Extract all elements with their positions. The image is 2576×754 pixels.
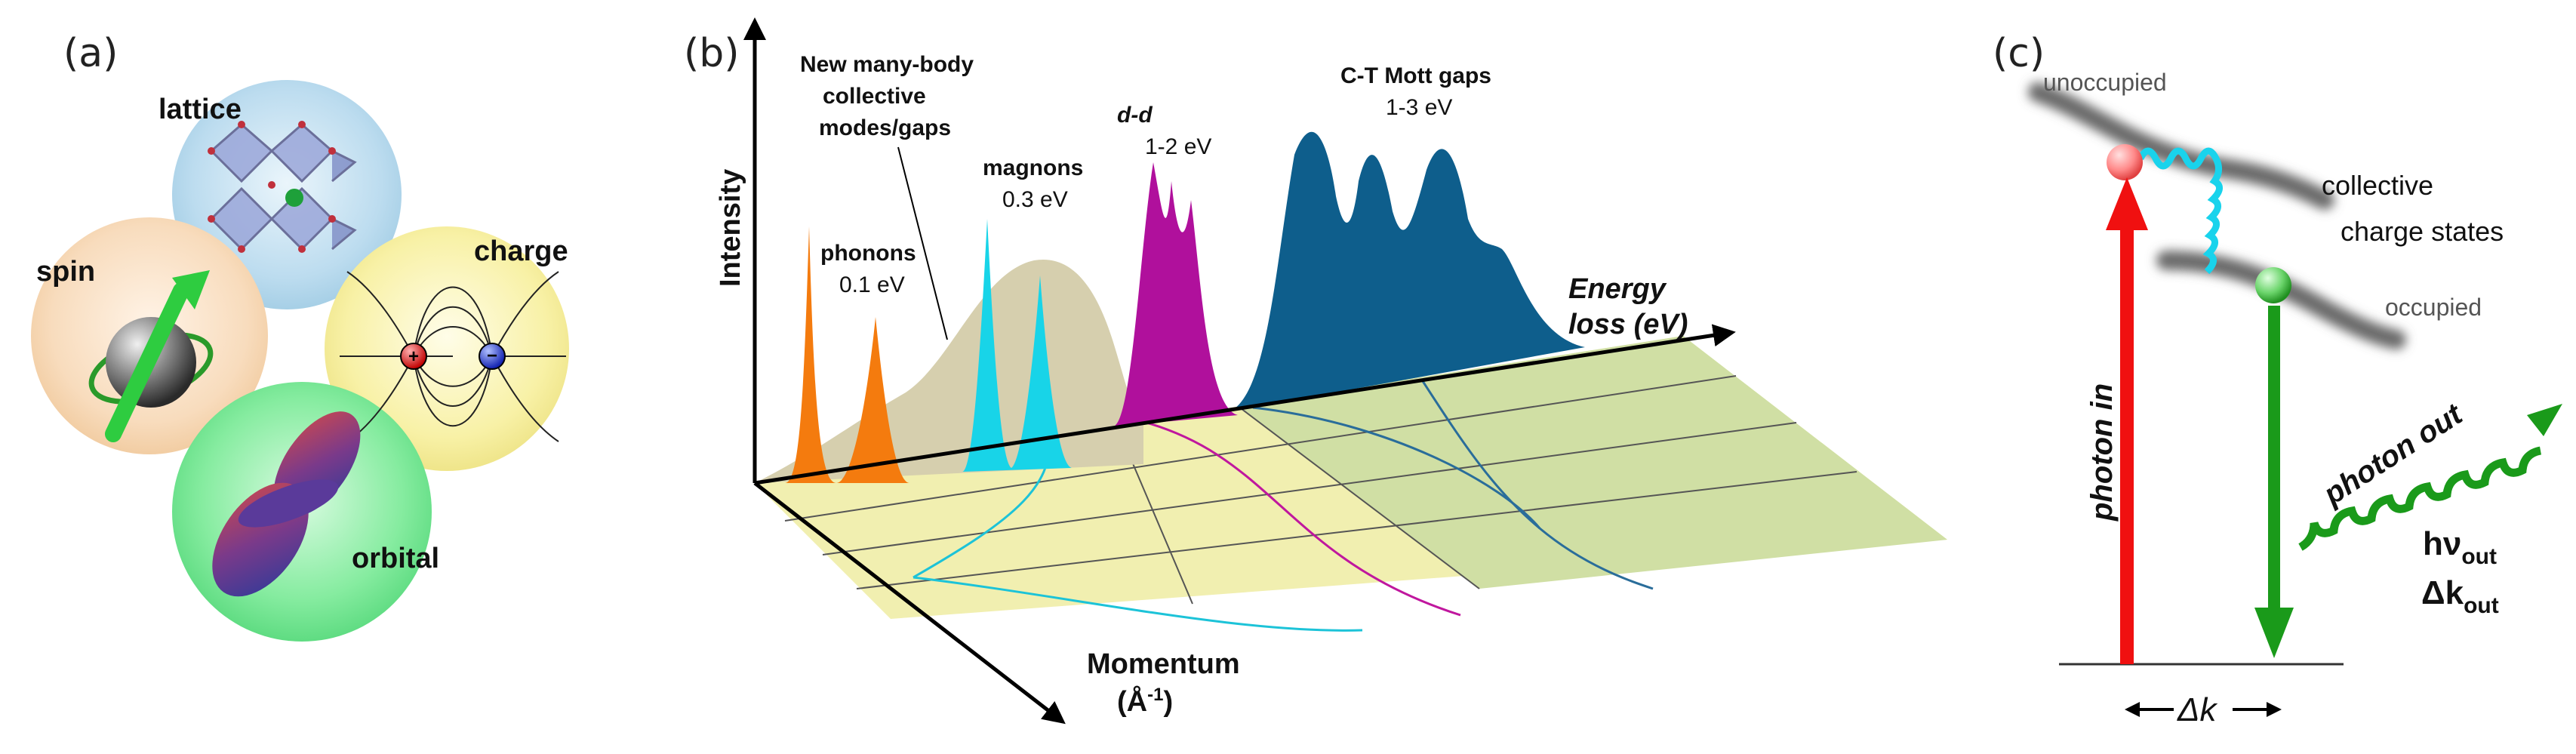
magnons-label: magnons xyxy=(983,155,1083,180)
spin-arrow-icon xyxy=(105,270,210,442)
delta-k-label: Δk xyxy=(2177,691,2218,728)
lattice-atoms xyxy=(208,121,336,253)
many-body-label-3: modes/gaps xyxy=(819,115,951,140)
many-body-pointer xyxy=(897,146,948,340)
spin-label: spin xyxy=(36,256,95,288)
energy-axis-label-1: Energy xyxy=(1568,273,1667,305)
intensity-axis-label: Intensity xyxy=(715,169,746,287)
energy-axis-label-2: loss (eV) xyxy=(1568,309,1688,340)
panel-a-label: (a) xyxy=(63,31,118,76)
panel-c-label: (c) xyxy=(1993,31,2045,76)
unoccupied-band xyxy=(2028,82,2334,210)
momentum-axis-label: Momentum xyxy=(1087,648,1240,680)
momentum-floor-right xyxy=(1238,336,1947,589)
unoccupied-label: unoccupied xyxy=(2043,69,2167,96)
phonon-peaks xyxy=(785,226,909,483)
ct-peaks xyxy=(1230,131,1585,411)
dd-peaks xyxy=(1113,162,1238,426)
charge-sphere xyxy=(325,226,569,471)
panel-b: (b) xyxy=(684,17,1947,725)
charge-label: charge xyxy=(474,235,568,267)
negative-charge-icon xyxy=(479,343,506,370)
momentum-unit-label: (Å-1) xyxy=(1117,685,1173,718)
axes xyxy=(743,17,1736,725)
photon-in-arrow-icon xyxy=(2106,177,2148,664)
hv-out-label: hνout xyxy=(2423,525,2497,569)
photon-out-wave-icon xyxy=(2298,404,2562,551)
occupied-state-dot xyxy=(2255,267,2291,303)
collective-label-1: collective xyxy=(2322,170,2433,201)
svg-text:+: + xyxy=(408,346,419,367)
orbital-lobes-icon xyxy=(212,411,361,597)
dd-value: 1-2 eV xyxy=(1145,134,1211,159)
unoccupied-state-dot xyxy=(2107,144,2143,180)
panel-a: (a) lattice spin xyxy=(31,31,569,642)
lattice-octahedra-icon xyxy=(209,123,357,251)
many-body-label-1: New many-body xyxy=(800,52,974,77)
photon-in-label: photon in xyxy=(2085,383,2119,522)
many-body-label-2: collective xyxy=(823,84,926,109)
svg-text:−: − xyxy=(487,346,497,366)
orbital-label: orbital xyxy=(352,543,439,574)
panel-b-label: (b) xyxy=(684,31,740,76)
collective-label-2: charge states xyxy=(2341,216,2504,247)
lattice-center-atom xyxy=(285,189,303,207)
magnon-peaks xyxy=(962,219,1072,472)
panel-c: (c) unoccupied occupied collective charg… xyxy=(1993,31,2562,728)
ct-label: C-T Mott gaps xyxy=(1340,63,1491,88)
occupied-label: occupied xyxy=(2385,294,2482,321)
positive-charge-icon xyxy=(400,343,427,370)
collective-excitation-wave xyxy=(2137,147,2223,275)
lattice-label: lattice xyxy=(158,94,242,125)
ct-value: 1-3 eV xyxy=(1386,95,1452,120)
photon-out-arrow-icon xyxy=(2254,306,2294,658)
dd-label: d-d xyxy=(1117,103,1153,128)
electric-field-lines xyxy=(340,271,566,442)
dk-out-label: Δkout xyxy=(2421,574,2499,618)
phonons-label: phonons xyxy=(820,241,916,266)
delta-k-arrows xyxy=(2125,702,2282,717)
magnons-value: 0.3 eV xyxy=(1002,187,1068,212)
phonons-value: 0.1 eV xyxy=(839,272,905,297)
